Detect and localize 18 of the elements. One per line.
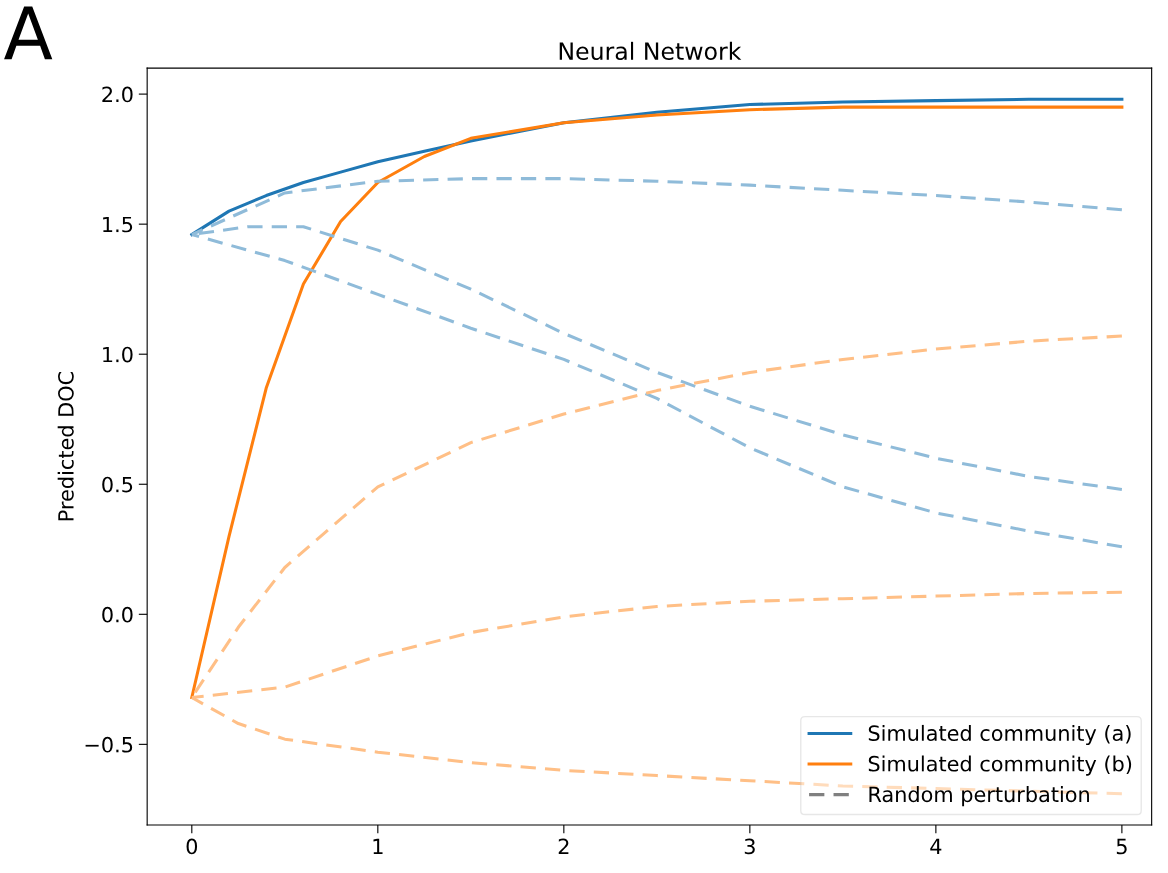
legend-label: Simulated community (a) [868, 724, 1131, 746]
x-tick-label: 4 [930, 838, 942, 855]
x-tick-label: 1 [373, 838, 383, 855]
x-tick-label: 2 [558, 838, 569, 855]
y-tick-label: 0.0 [102, 606, 133, 623]
x-tick-label: 5 [1116, 838, 1127, 855]
y-tick-label: 1.5 [103, 216, 133, 233]
y-tick-label: 0.5 [102, 476, 133, 493]
legend-label: Simulated community (b) [868, 755, 1132, 776]
legend-label: Random perturbation [869, 786, 1089, 807]
y-axis-title: Predicted DOC [57, 371, 74, 521]
text: A [4, 6, 53, 60]
chart-title: Neural Network [559, 41, 742, 61]
y-tick-label: 2.0 [102, 86, 133, 103]
y-tick-label: −0.5 [85, 736, 133, 753]
y-tick-label: 1.0 [103, 346, 133, 363]
x-tick-label: 0 [186, 838, 198, 855]
x-tick-label: 3 [744, 838, 755, 855]
